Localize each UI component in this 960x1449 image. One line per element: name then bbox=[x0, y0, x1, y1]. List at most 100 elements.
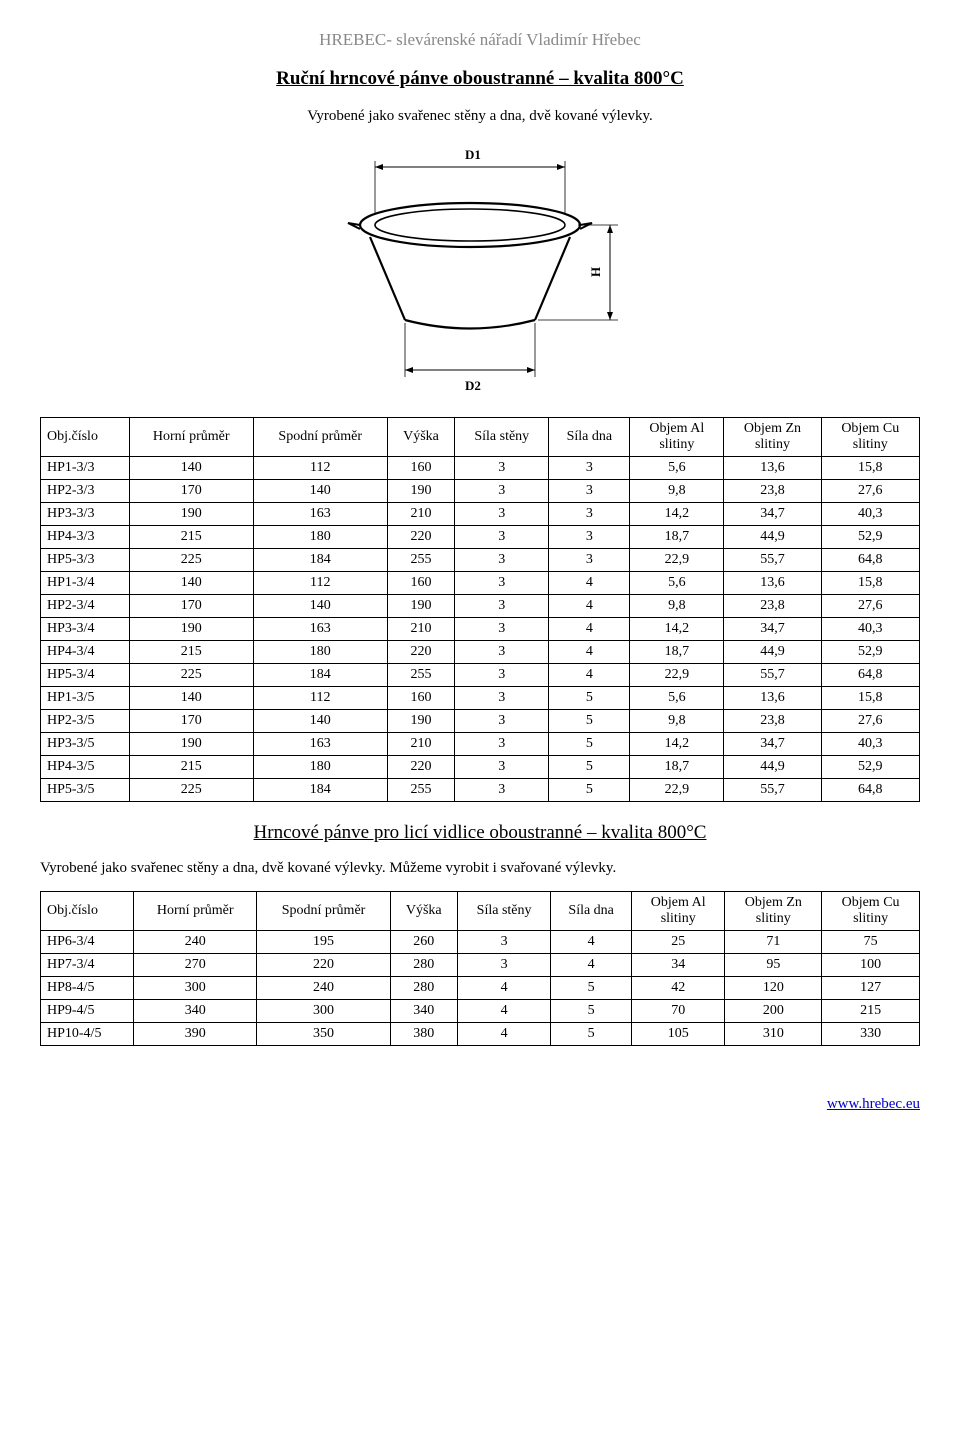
table-cell: 184 bbox=[253, 549, 387, 572]
table-cell: 350 bbox=[257, 1023, 390, 1046]
d2-label: D2 bbox=[465, 378, 481, 393]
table-cell: 44,9 bbox=[724, 641, 821, 664]
footer-link[interactable]: www.hrebec.eu bbox=[40, 1096, 920, 1113]
table-cell: HP2-3/3 bbox=[41, 480, 130, 503]
table-cell: 40,3 bbox=[821, 618, 919, 641]
table-cell: HP9-4/5 bbox=[41, 1000, 134, 1023]
table-cell: 5 bbox=[549, 687, 630, 710]
table-cell: 34 bbox=[631, 954, 725, 977]
table-cell: HP3-3/5 bbox=[41, 733, 130, 756]
table-cell: 390 bbox=[133, 1023, 256, 1046]
page-header: HREBEC- slevárenské nářadí Vladimír Hřeb… bbox=[40, 30, 920, 50]
table-cell: 140 bbox=[253, 595, 387, 618]
table-cell: 18,7 bbox=[630, 526, 724, 549]
table-cell: 190 bbox=[129, 733, 253, 756]
pan-diagram: D1 H D2 bbox=[310, 145, 650, 395]
table-cell: 184 bbox=[253, 664, 387, 687]
table-cell: 15,8 bbox=[821, 457, 919, 480]
table-cell: 160 bbox=[387, 687, 455, 710]
column-header: Objem Alslitiny bbox=[631, 892, 725, 931]
table-cell: 9,8 bbox=[630, 595, 724, 618]
table-row: HP3-3/41901632103414,234,740,3 bbox=[41, 618, 920, 641]
table-row: HP5-3/42251842553422,955,764,8 bbox=[41, 664, 920, 687]
table-cell: 184 bbox=[253, 779, 387, 802]
table-cell: 220 bbox=[387, 756, 455, 779]
table-cell: 3 bbox=[455, 480, 549, 503]
table-cell: 163 bbox=[253, 503, 387, 526]
table-cell: 340 bbox=[390, 1000, 457, 1023]
table-cell: 4 bbox=[551, 931, 632, 954]
table-cell: 4 bbox=[551, 954, 632, 977]
table-cell: 3 bbox=[455, 756, 549, 779]
table-cell: 3 bbox=[455, 710, 549, 733]
table-cell: 70 bbox=[631, 1000, 725, 1023]
table-cell: HP5-3/5 bbox=[41, 779, 130, 802]
table-cell: 215 bbox=[129, 756, 253, 779]
section1-subtitle: Vyrobené jako svařenec stěny a dna, dvě … bbox=[40, 108, 920, 125]
table-cell: 40,3 bbox=[821, 733, 919, 756]
table-cell: 330 bbox=[822, 1023, 920, 1046]
table-cell: 170 bbox=[129, 595, 253, 618]
table-row: HP5-3/32251842553322,955,764,8 bbox=[41, 549, 920, 572]
table-cell: 3 bbox=[455, 526, 549, 549]
table-cell: 210 bbox=[387, 618, 455, 641]
table-cell: 4 bbox=[457, 1023, 551, 1046]
table-row: HP1-3/4140112160345,613,615,8 bbox=[41, 572, 920, 595]
table2: Obj.čísloHorní průměrSpodní průměrVýškaS… bbox=[40, 891, 920, 1046]
table2-head: Obj.čísloHorní průměrSpodní průměrVýškaS… bbox=[41, 892, 920, 931]
table-cell: 5 bbox=[549, 756, 630, 779]
table-cell: 190 bbox=[387, 710, 455, 733]
table-cell: 5,6 bbox=[630, 572, 724, 595]
table-cell: 180 bbox=[253, 641, 387, 664]
table-cell: 27,6 bbox=[821, 710, 919, 733]
table-row: HP6-3/424019526034257175 bbox=[41, 931, 920, 954]
table-cell: 140 bbox=[253, 710, 387, 733]
column-header: Výška bbox=[387, 418, 455, 457]
section1-title: Ruční hrncové pánve oboustranné – kvalit… bbox=[40, 68, 920, 90]
column-header: Obj.číslo bbox=[41, 418, 130, 457]
table-cell: 34,7 bbox=[724, 503, 821, 526]
table-cell: 3 bbox=[455, 664, 549, 687]
column-header: Objem Znslitiny bbox=[725, 892, 822, 931]
table-cell: 240 bbox=[257, 977, 390, 1000]
table-cell: 225 bbox=[129, 779, 253, 802]
table-cell: 255 bbox=[387, 549, 455, 572]
table-row: HP4-3/32151802203318,744,952,9 bbox=[41, 526, 920, 549]
table-cell: 18,7 bbox=[630, 641, 724, 664]
table-cell: 64,8 bbox=[821, 549, 919, 572]
table-cell: 3 bbox=[455, 641, 549, 664]
table-cell: 23,8 bbox=[724, 595, 821, 618]
table-cell: 200 bbox=[725, 1000, 822, 1023]
table-cell: 3 bbox=[455, 503, 549, 526]
table-cell: 25 bbox=[631, 931, 725, 954]
table-cell: 4 bbox=[457, 1000, 551, 1023]
column-header: Síla stěny bbox=[457, 892, 551, 931]
table-cell: 4 bbox=[549, 595, 630, 618]
table-cell: 190 bbox=[387, 595, 455, 618]
table-cell: 42 bbox=[631, 977, 725, 1000]
table-cell: 5 bbox=[549, 733, 630, 756]
table1-body: HP1-3/3140112160335,613,615,8HP2-3/31701… bbox=[41, 457, 920, 802]
table-cell: 22,9 bbox=[630, 664, 724, 687]
table-cell: 210 bbox=[387, 503, 455, 526]
table-cell: HP1-3/5 bbox=[41, 687, 130, 710]
table-cell: 260 bbox=[390, 931, 457, 954]
table-row: HP2-3/4170140190349,823,827,6 bbox=[41, 595, 920, 618]
table-cell: 55,7 bbox=[724, 664, 821, 687]
table-cell: 40,3 bbox=[821, 503, 919, 526]
table-cell: 140 bbox=[253, 480, 387, 503]
column-header: Objem Cuslitiny bbox=[822, 892, 920, 931]
table-cell: 280 bbox=[390, 977, 457, 1000]
table-cell: 23,8 bbox=[724, 710, 821, 733]
section2-title: Hrncové pánve pro licí vidlice oboustran… bbox=[40, 822, 920, 844]
table-cell: 3 bbox=[457, 931, 551, 954]
table-cell: 220 bbox=[257, 954, 390, 977]
table-row: HP2-3/3170140190339,823,827,6 bbox=[41, 480, 920, 503]
table-cell: 300 bbox=[133, 977, 256, 1000]
table-cell: 5,6 bbox=[630, 687, 724, 710]
table-cell: HP5-3/4 bbox=[41, 664, 130, 687]
table-cell: 180 bbox=[253, 756, 387, 779]
table1: Obj.čísloHorní průměrSpodní průměrVýškaS… bbox=[40, 417, 920, 802]
table-row: HP1-3/5140112160355,613,615,8 bbox=[41, 687, 920, 710]
table-cell: 300 bbox=[257, 1000, 390, 1023]
